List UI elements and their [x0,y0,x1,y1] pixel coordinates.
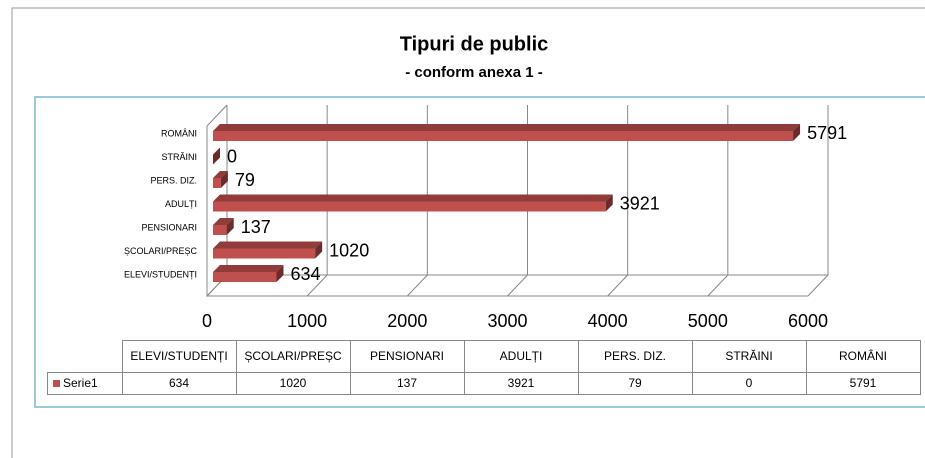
data-label: 79 [235,170,255,190]
data-table: ELEVI/STUDENȚI ȘCOLARI/PREȘC PENSIONARI ADU… [47,340,921,395]
legend-label: Serie1 [63,376,98,390]
table-header: ȘCOLARI/PREȘC [235,340,351,373]
grid-line [306,105,328,297]
table-value: 5791 [805,371,921,395]
legend-swatch [53,380,60,387]
grid-line [607,105,629,297]
bar-top [213,124,801,131]
table-value: 79 [577,371,693,395]
bar-front [213,201,606,212]
bar [213,171,228,188]
table-value: 3921 [463,371,579,395]
legend-cell: Serie1 [47,371,123,395]
table-header-row: ELEVI/STUDENȚI ȘCOLARI/PREȘC PENSIONARI ADU… [48,340,921,373]
bar-front [213,178,221,188]
data-label: 0 [227,146,237,166]
table-header: ELEVI/STUDENȚI [121,340,237,373]
x-tick-label: 5000 [688,311,728,331]
bar-side [793,124,801,141]
bar-side [226,218,234,235]
bar-side [315,241,323,259]
data-label: 634 [291,264,321,284]
x-tick-label: 2000 [387,311,427,331]
bar-top [213,171,228,178]
table-header: PERS. DIZ. [577,340,693,373]
x-tick-label: 3000 [487,311,527,331]
chart-title: Tipuri de public [400,33,549,55]
grid-line [807,105,829,297]
bar-top [213,194,613,202]
table-value: 1020 [235,371,351,395]
x-tick-label: 4000 [588,311,628,331]
data-label: 1020 [329,240,369,260]
table-value: 0 [691,371,807,395]
table-header: ROMÂNI [805,340,921,373]
y-tick-label: ȘCOLARI/PREȘC [124,246,198,256]
bar-front [213,272,277,282]
table-row: Serie1 634 1020 137 3921 79 0 5791 [47,371,921,395]
grid-line [507,105,528,297]
bar-side [276,265,284,282]
x-tick-label: 1000 [287,311,327,331]
data-label: 137 [241,217,271,237]
table-header: STRĂINI [691,340,807,373]
table-corner [48,341,123,373]
y-tick-label: STRĂINI [161,152,197,162]
bar [213,218,234,235]
bar [213,241,323,259]
table-value: 634 [121,371,237,395]
y-tick-label: ADULȚI [165,199,197,209]
bar [213,124,801,141]
chart-subtitle: - conform anexa 1 - [405,64,543,81]
table-header: ADULȚI [463,340,579,373]
table-value: 137 [349,371,465,395]
data-label: 3921 [620,193,660,213]
table-header: PENSIONARI [349,340,465,373]
data-label: 5791 [807,123,847,143]
x-tick-label: 0 [202,311,212,331]
y-tick-label: ROMÂNI [161,128,197,138]
bar-front [213,248,316,259]
grid-line [406,105,428,297]
x-tick-label: 6000 [788,311,828,331]
bar-front [213,131,794,141]
bar-side [605,194,613,212]
y-tick-label: PENSIONARI [141,222,197,232]
grid-line [707,105,729,297]
bar-side [213,147,220,165]
y-tick-label: PERS. DIZ. [150,175,197,185]
bar-top [213,265,284,272]
bar-top [213,241,323,249]
bar-side [220,171,228,188]
y-tick-label: ELEVI/STUDENȚI [124,269,197,279]
bar-top [213,218,234,225]
bar [213,265,284,282]
bar [213,147,220,165]
wall-edge [206,104,228,127]
bar-front [213,225,227,235]
bar [213,194,613,212]
